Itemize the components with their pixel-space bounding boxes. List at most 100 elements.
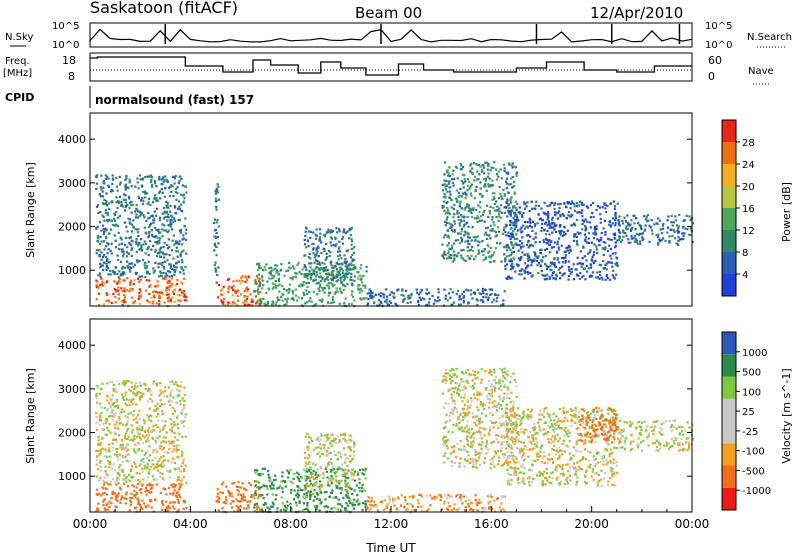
power-cell (335, 287, 338, 290)
power-cell (611, 222, 614, 225)
velocity-cell (322, 476, 325, 480)
velocity-cell (142, 458, 145, 461)
velocity-cell (307, 435, 311, 439)
velocity-cell (256, 496, 260, 500)
power-cell (117, 201, 121, 204)
power-cell (149, 174, 153, 177)
power-cell (512, 224, 515, 227)
power-cell (153, 296, 156, 299)
velocity-cell (95, 412, 98, 415)
power-cell (177, 299, 180, 302)
velocity-cell (351, 504, 354, 507)
power-cell (339, 250, 342, 253)
power-cell (662, 222, 665, 226)
velocity-cell (118, 466, 121, 469)
velocity-cell (303, 484, 306, 487)
velocity-cell (216, 488, 219, 491)
velocity-cell (260, 508, 264, 511)
power-cell (590, 258, 593, 261)
velocity-cell (352, 501, 355, 504)
power-cell (576, 205, 579, 208)
velocity-cell (251, 495, 254, 498)
power-cell (256, 285, 260, 288)
power-cell (137, 234, 140, 238)
power-cell (564, 254, 567, 257)
power-cell (372, 295, 375, 298)
power-cell (519, 240, 522, 243)
power-cell (505, 187, 508, 190)
power-cell (258, 303, 261, 306)
velocity-cell (246, 500, 249, 503)
velocity-cell (462, 495, 465, 498)
power-cell (602, 253, 605, 256)
power-cell (459, 218, 463, 221)
velocity-cell (480, 403, 483, 406)
power-cell (331, 301, 334, 304)
power-cell (364, 286, 367, 289)
power-cell (608, 261, 611, 264)
power-cell (326, 256, 329, 259)
power-cell (510, 260, 514, 263)
velocity-cell (216, 495, 219, 498)
power-cell (662, 237, 665, 240)
power-cell (577, 204, 580, 207)
velocity-cell (308, 479, 312, 482)
power-cell (520, 273, 523, 276)
power-cell (336, 270, 339, 273)
power-cell (614, 241, 617, 244)
velocity-cell (143, 429, 147, 432)
power-cell (612, 269, 615, 272)
power-cell (616, 264, 619, 267)
power-cell (319, 280, 322, 283)
power-cell (140, 244, 143, 247)
velocity-cell (166, 509, 169, 512)
power-cell (675, 224, 678, 227)
power-cell (530, 261, 533, 264)
power-cell (172, 176, 175, 179)
power-cell (378, 299, 381, 302)
velocity-cell (159, 456, 163, 459)
velocity-cell (176, 416, 179, 419)
velocity-cell (304, 464, 307, 467)
velocity-cell (452, 400, 455, 403)
power-cell (509, 213, 512, 216)
power-cell (150, 178, 153, 181)
velocity-cell (431, 497, 434, 500)
power-cell (340, 281, 343, 284)
power-cell (214, 267, 217, 270)
velocity-cell (135, 421, 138, 424)
power-cell (126, 230, 129, 233)
velocity-cell (498, 459, 501, 463)
power-cell (473, 217, 476, 220)
power-cell (97, 292, 101, 295)
power-cell (330, 277, 333, 280)
power-cell (343, 277, 346, 280)
velocity-cell (319, 502, 322, 505)
velocity-cell (370, 504, 373, 507)
power-cell (164, 229, 167, 232)
power-cell (670, 214, 673, 218)
power-cell (509, 198, 512, 201)
power-cell (342, 283, 345, 286)
velocity-cell (396, 496, 399, 499)
power-cell (282, 293, 285, 296)
power-cell (120, 300, 123, 303)
power-cell (503, 194, 506, 198)
power-cell (335, 227, 338, 230)
power-cell (159, 246, 163, 249)
power-cell (155, 302, 158, 305)
velocity-cell (358, 486, 361, 489)
velocity-cell (168, 507, 172, 510)
power-cell (183, 293, 186, 296)
velocity-cell (243, 488, 246, 491)
power-cell (129, 262, 132, 265)
velocity-cell (363, 473, 366, 476)
velocity-cell (167, 504, 170, 507)
power-cell (464, 207, 467, 210)
power-cell (286, 300, 289, 303)
power-cell (217, 266, 220, 269)
power-cell (537, 262, 541, 265)
power-cell (487, 183, 490, 186)
power-cell (162, 176, 165, 179)
power-cell (257, 268, 260, 271)
